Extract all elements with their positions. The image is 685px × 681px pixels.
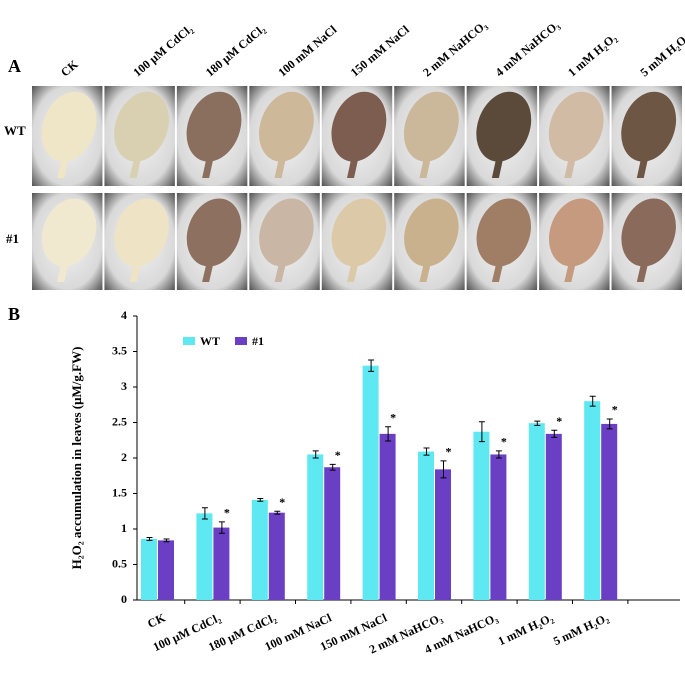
leaf [403,91,459,162]
bar [196,513,213,600]
bar [379,433,396,600]
leaf [331,198,387,267]
y-axis-label: H₂O₂ accumulation in leaves (μM/g.FW) [69,347,84,570]
column-label: 4 mM NaHCO₃ [493,18,563,80]
y-tick-label: 1 [121,521,127,535]
column-label: 100 μM CdCl₂ [130,21,195,79]
error-bar [368,359,375,372]
error-bar [385,426,392,442]
bar [268,512,285,600]
error-bar [257,497,264,502]
row-label: #1 [6,231,19,246]
leaf [476,91,532,162]
column-label: 5 mM H₂O₂ [637,30,685,79]
column-label: CK [58,57,81,80]
column-label: 100 mM NaCl [275,22,340,79]
leaf [41,198,97,267]
significance-mark: * [390,411,396,425]
significance-mark: * [335,448,341,462]
leaf [331,91,387,162]
y-tick-label: 0.5 [112,556,127,570]
error-bar [201,507,208,520]
error-bar [495,450,502,459]
y-tick-label: 4 [121,308,127,322]
bar [141,538,157,600]
legend-label: #1 [252,334,264,348]
significance-mark: * [612,403,618,417]
error-bar [606,418,613,430]
chart: 0 0.5 1 1.5 2 2.5 3 3.5 4 H₂O₂ accumulation in le… [69,308,680,657]
legend-label: WT [200,334,220,348]
leaf [186,198,242,267]
y-tick-label: 2.5 [112,414,127,428]
bar [362,365,379,600]
photo-grid: CK 100 μM CdCl₂ 180 μM CdCl₂ 100 mM NaCl 150… [32,18,685,290]
bar [213,527,230,600]
bar [601,423,618,600]
x-tick-label: 1 mM H₂O₂ [496,610,556,648]
significance-mark: * [501,435,507,449]
leaf [114,198,169,267]
significance-mark: * [224,506,230,520]
bar [251,499,268,600]
leaf [621,198,676,267]
bar [324,467,341,600]
bar [307,454,324,600]
leaf [404,198,459,267]
leaf [621,91,677,162]
column-label: 180 μM CdCl₂ [203,21,268,79]
column-label: 1 mM H₂O₂ [565,30,620,79]
leaf [186,91,242,162]
leaf [41,91,97,162]
leaf [476,198,532,267]
bar [490,454,507,600]
y-tick-label: 2 [121,450,127,464]
error-bar [274,510,281,515]
bar [473,431,490,600]
x-tick-label: CK [145,610,168,631]
error-bar [146,537,153,541]
leaf [259,91,314,162]
legend-swatch [235,337,247,345]
y-tick-label: 3.5 [112,343,127,357]
error-bar [551,429,558,438]
bar [418,451,434,600]
panel-label: B [8,304,20,324]
y-tick-label: 1.5 [112,485,127,499]
y-tick-label: 0 [121,592,127,606]
error-bar [423,447,430,456]
column-label: 2 mM NaHCO₃ [420,18,490,80]
error-bar [329,463,336,471]
error-bar [312,450,319,459]
significance-mark: * [556,414,562,428]
bar [584,401,601,600]
bar [528,423,545,600]
error-bar [163,538,170,543]
column-label: 150 mM NaCl [348,22,413,79]
significance-mark: * [279,495,285,509]
leaf [259,198,314,267]
bar [545,433,562,600]
bar [435,469,451,600]
x-tick-label: 5 mM H₂O₂ [551,610,611,648]
error-bar [440,460,447,479]
error-bar [478,421,485,443]
legend-swatch [183,337,195,345]
bar [158,540,174,600]
significance-mark: * [446,445,452,459]
row-label: WT [4,123,26,138]
leaf [114,91,169,162]
error-bar [589,395,596,407]
error-bar [534,420,541,426]
panel-label: A [8,56,21,76]
error-bar [218,521,225,534]
leaf [548,91,604,162]
leaf [548,198,604,267]
y-tick-label: 3 [121,379,127,393]
